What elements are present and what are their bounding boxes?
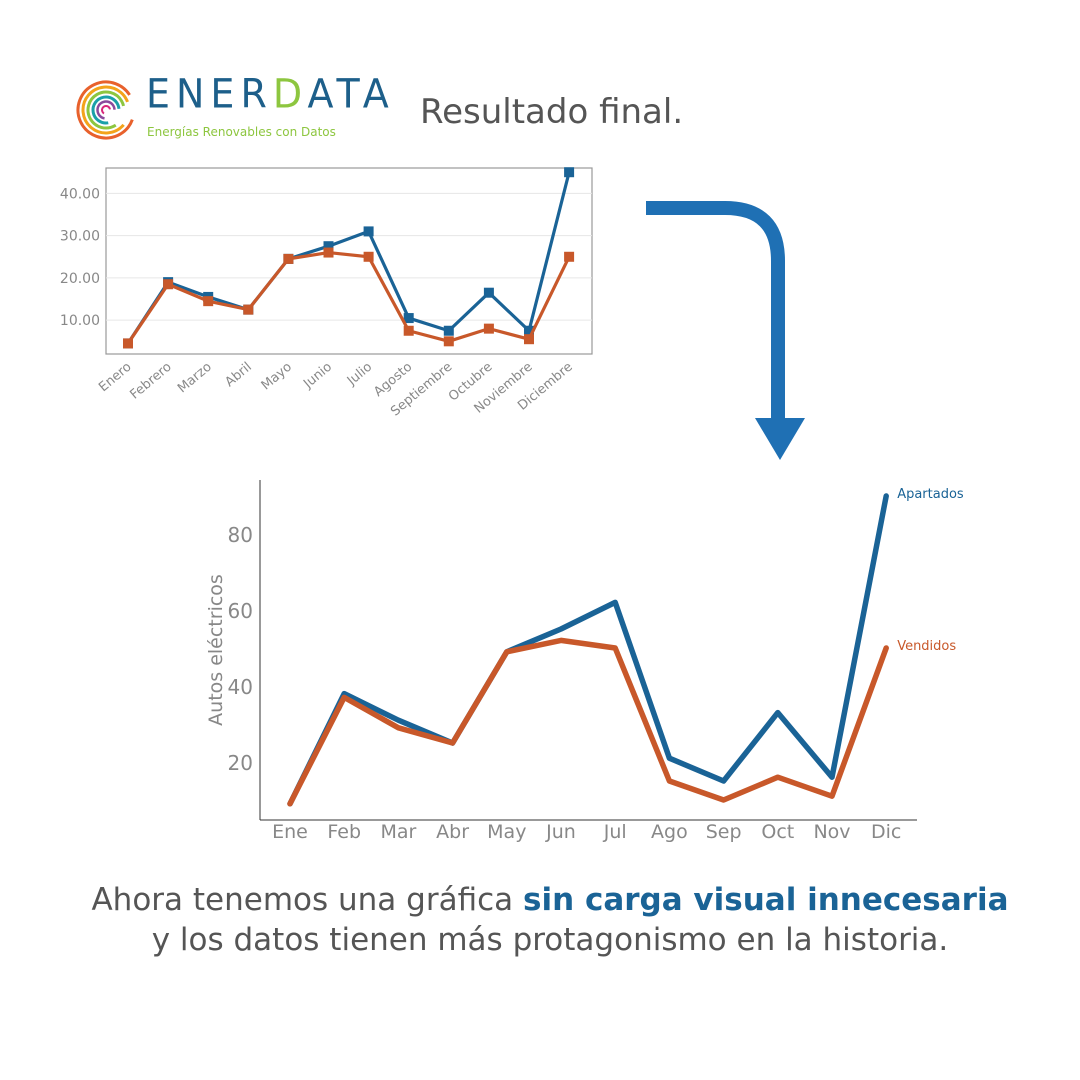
small-data-point [323,241,334,252]
large-x-tick-label: Ene [272,821,308,843]
small-data-point [443,336,454,347]
large-x-tick-label: Feb [327,821,361,843]
large-x-tick-label: Oct [761,821,794,843]
large-x-tick-label: Nov [813,821,850,843]
large-y-tick-label: 80 [228,523,253,547]
logo-wordmark: ENERDATA [146,70,395,118]
large-x-tick-label: Jun [545,821,576,843]
small-y-tick-label: 10.00 [60,313,100,329]
small-data-point [323,247,334,258]
small-data-point [163,279,174,290]
large-x-tick-label: Jul [603,821,627,843]
small-data-point [524,325,534,336]
small-data-point [564,167,575,178]
large-y-tick-label: 40 [228,675,253,699]
large-x-tick-label: Sep [706,821,742,843]
page-title: Resultado final. [420,92,684,132]
enerdata-logo [76,80,136,140]
series-label: Vendidos [897,639,956,654]
small-data-point [443,325,454,336]
small-data-point [564,251,575,262]
large-y-tick-label: 60 [228,599,253,623]
small-y-tick-label: 40.00 [60,186,100,202]
caption-text-1: Ahora tenemos una gráfica [91,882,523,918]
small-data-point [363,226,374,237]
large-x-tick-label: May [487,821,526,843]
small-data-point [403,325,414,336]
large-x-tick-label: Ago [651,821,688,843]
small-data-point [403,313,414,324]
small-chart-frame [105,167,593,355]
series-label: Apartados [897,487,964,502]
small-data-point [524,334,534,345]
small-y-tick-label: 30.00 [60,229,100,245]
large-y-tick-label: 20 [228,751,253,775]
large-x-tick-label: Abr [436,821,469,843]
small-y-tick-label: 20.00 [60,271,100,287]
caption-highlight: sin carga visual innecesaria [523,882,1009,918]
large-series-line [287,637,889,807]
small-series-line [126,250,571,345]
large-y-axis-label: Autos eléctricos [205,574,227,726]
small-data-point [363,251,374,262]
caption-text-2: y los datos tienen más protagonismo en l… [151,922,949,958]
small-data-point [243,304,254,315]
large-x-tick-label: Dic [871,821,901,843]
small-data-point [483,287,494,298]
small-data-point [123,338,133,349]
logo-tagline: Energías Renovables con Datos [147,125,336,139]
small-data-point [483,323,494,334]
large-x-tick-label: Mar [380,821,416,843]
large-series-line [287,493,889,807]
small-data-point [203,296,214,307]
small-data-point [283,253,294,264]
small-series-line [126,171,571,345]
caption: Ahora tenemos una gráfica sin carga visu… [90,880,1010,960]
